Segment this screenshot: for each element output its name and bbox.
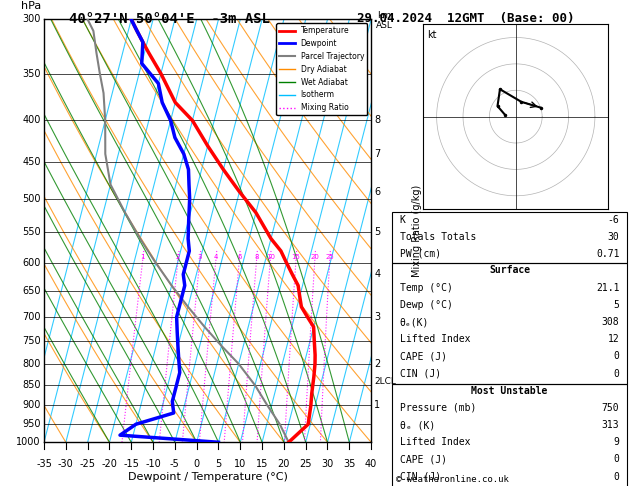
Text: 313: 313 [602,420,620,430]
Text: 6: 6 [374,187,381,197]
Text: -35: -35 [36,459,52,469]
Text: Lifted Index: Lifted Index [399,437,470,447]
Text: 35: 35 [343,459,355,469]
Text: 450: 450 [22,157,41,167]
Text: 2: 2 [176,254,180,260]
Text: -6: -6 [608,214,620,225]
Text: Dewp (°C): Dewp (°C) [399,300,452,310]
Text: Totals Totals: Totals Totals [399,232,476,242]
Text: Dewpoint / Temperature (°C): Dewpoint / Temperature (°C) [128,472,287,482]
Text: Most Unstable: Most Unstable [471,386,548,396]
Text: CIN (J): CIN (J) [399,368,441,379]
Text: CAPE (J): CAPE (J) [399,351,447,362]
Text: PW (cm): PW (cm) [399,249,441,259]
Text: CAPE (J): CAPE (J) [399,454,447,465]
Text: Lifted Index: Lifted Index [399,334,470,344]
Bar [392,383,626,486]
Text: 500: 500 [22,194,41,204]
Text: 350: 350 [22,69,41,79]
Text: 2LCL: 2LCL [374,377,396,385]
Text: θₑ (K): θₑ (K) [399,420,435,430]
Text: -25: -25 [80,459,96,469]
Text: 40: 40 [365,459,377,469]
Text: 5: 5 [215,459,221,469]
Text: 9: 9 [613,437,620,447]
Text: 0: 0 [613,351,620,362]
Text: 550: 550 [22,227,41,237]
Text: 4: 4 [374,269,381,279]
Text: 30: 30 [321,459,333,469]
Text: 600: 600 [23,258,41,268]
Text: 950: 950 [22,419,41,429]
Text: Surface: Surface [489,265,530,276]
Text: km
ASL: km ASL [376,11,392,31]
Text: kt: kt [427,30,437,40]
Text: 25: 25 [299,459,312,469]
Text: Temp (°C): Temp (°C) [399,283,452,293]
Text: 308: 308 [602,317,620,327]
Text: 0: 0 [613,471,620,482]
Text: -20: -20 [101,459,118,469]
Text: 800: 800 [23,359,41,369]
Text: 900: 900 [23,400,41,410]
Text: 4: 4 [214,254,218,260]
Text: 7: 7 [374,149,381,159]
Text: 5: 5 [374,227,381,237]
Text: K: K [399,214,406,225]
Text: 10: 10 [234,459,247,469]
Text: θₑ(K): θₑ(K) [399,317,429,327]
Text: 0: 0 [613,368,620,379]
Text: 0: 0 [613,454,620,465]
Text: -30: -30 [58,459,74,469]
Text: -15: -15 [123,459,139,469]
Text: 15: 15 [292,254,301,260]
Text: 3: 3 [374,312,381,322]
Text: 700: 700 [22,312,41,322]
Text: 3: 3 [198,254,202,260]
Text: © weatheronline.co.uk: © weatheronline.co.uk [396,474,509,484]
Text: 21.1: 21.1 [596,283,620,293]
Text: -10: -10 [145,459,161,469]
Text: 5: 5 [613,300,620,310]
Text: 8: 8 [374,116,381,125]
Text: 29.04.2024  12GMT  (Base: 00): 29.04.2024 12GMT (Base: 00) [357,12,574,25]
Text: 650: 650 [22,286,41,296]
Text: 15: 15 [256,459,269,469]
Text: Pressure (mb): Pressure (mb) [399,403,476,413]
Text: hPa: hPa [21,1,41,11]
Text: 750: 750 [602,403,620,413]
Text: 6: 6 [237,254,242,260]
Text: 25: 25 [325,254,334,260]
Text: 12: 12 [608,334,620,344]
Text: 8: 8 [254,254,259,260]
Text: CIN (J): CIN (J) [399,471,441,482]
Text: 1: 1 [374,400,381,410]
Text: 400: 400 [23,116,41,125]
Text: 2: 2 [374,359,381,369]
Bar [392,212,626,263]
Text: 10: 10 [266,254,275,260]
Legend: Temperature, Dewpoint, Parcel Trajectory, Dry Adiabat, Wet Adiabat, Isotherm, Mi: Temperature, Dewpoint, Parcel Trajectory… [276,23,367,115]
Text: -5: -5 [170,459,180,469]
Text: 300: 300 [23,15,41,24]
Text: 40°27'N 50°04'E  -3m ASL: 40°27'N 50°04'E -3m ASL [69,12,270,26]
Bar [392,263,626,383]
Text: 30: 30 [608,232,620,242]
Text: 1: 1 [140,254,145,260]
Text: Mixing Ratio (g/kg): Mixing Ratio (g/kg) [412,185,422,277]
Text: 750: 750 [22,336,41,346]
Text: 20: 20 [310,254,320,260]
Text: 850: 850 [22,380,41,390]
Text: 20: 20 [277,459,290,469]
Text: 0: 0 [194,459,200,469]
Text: 1000: 1000 [16,437,41,447]
Text: 0.71: 0.71 [596,249,620,259]
